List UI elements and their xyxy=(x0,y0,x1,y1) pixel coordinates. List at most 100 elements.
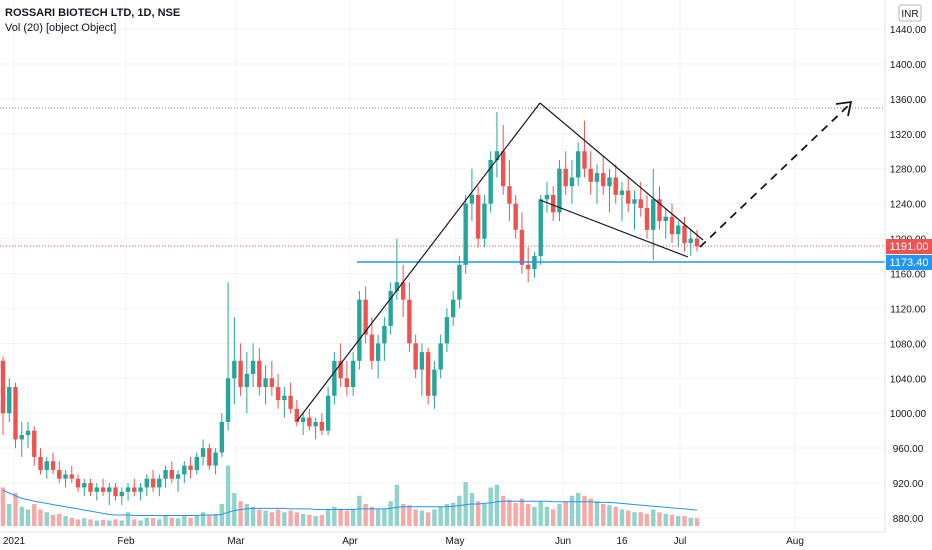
svg-text:1191.00: 1191.00 xyxy=(890,241,929,253)
volume-bars xyxy=(0,465,700,526)
volume-bar xyxy=(119,520,124,526)
candle-body xyxy=(513,203,518,230)
volume-bar xyxy=(463,482,468,526)
candle-body xyxy=(563,168,568,187)
y-tick-label: 960.00 xyxy=(893,444,924,455)
candle-body xyxy=(207,448,212,466)
candle-body xyxy=(300,417,306,422)
candle-body xyxy=(82,483,87,488)
candle-body xyxy=(607,177,612,187)
candle-body xyxy=(663,216,668,222)
y-tick-label: 1320.00 xyxy=(890,130,927,141)
volume-bar xyxy=(438,506,443,526)
candle-body xyxy=(113,487,118,497)
volume-bar xyxy=(488,487,493,526)
volume-bar xyxy=(682,516,687,526)
volume-bar xyxy=(313,516,318,526)
candle-body xyxy=(94,487,99,492)
candle-body xyxy=(619,190,625,195)
candle-body xyxy=(100,487,106,492)
candle-body xyxy=(7,387,12,414)
x-tick-label: Aug xyxy=(786,536,804,547)
candle-body xyxy=(407,299,412,344)
volume-bar xyxy=(413,509,418,526)
volume-bar xyxy=(50,515,56,526)
arrow-head-icon xyxy=(835,100,853,117)
y-tick-label: 1400.00 xyxy=(890,60,927,71)
trend-up-line xyxy=(296,102,541,422)
volume-bar xyxy=(513,502,518,526)
candle-body xyxy=(582,151,587,169)
candle-body xyxy=(188,465,193,470)
volume-bar xyxy=(357,495,362,526)
volume-bar xyxy=(338,509,343,526)
volume-bar xyxy=(257,509,262,526)
candle-body xyxy=(19,435,24,440)
candle-body xyxy=(644,208,650,230)
volume-bar xyxy=(444,504,450,526)
volume-bar xyxy=(582,495,587,526)
candle-body xyxy=(44,461,49,470)
candle-body xyxy=(225,378,231,422)
y-tick-label: 1000.00 xyxy=(890,409,927,420)
candle-body xyxy=(482,203,487,239)
symbol-title: ROSSARI BIOTECH LTD, 1D, NSE xyxy=(5,7,181,19)
volume-bar xyxy=(144,517,150,526)
volume-bar xyxy=(188,517,193,526)
candle-body xyxy=(307,417,312,427)
candle-body xyxy=(557,168,562,213)
volume-bar xyxy=(213,513,218,526)
candle-body xyxy=(57,469,62,479)
candle-body xyxy=(369,334,375,361)
candle-body xyxy=(288,395,293,409)
volume-bar xyxy=(250,506,256,526)
candle-body xyxy=(425,352,431,396)
volume-bar xyxy=(400,504,406,526)
x-tick-label: 16 xyxy=(616,536,628,547)
candle-body xyxy=(350,360,356,388)
candle-body xyxy=(626,190,631,204)
y-tick-label: 1040.00 xyxy=(890,374,927,385)
y-tick-label: 1120.00 xyxy=(890,304,926,315)
candle-body xyxy=(601,173,606,187)
volume-bar xyxy=(307,515,312,526)
y-tick-label: 1080.00 xyxy=(890,339,927,350)
volume-bar xyxy=(325,509,331,526)
volume-bar xyxy=(269,512,275,526)
volume-bar xyxy=(113,519,118,526)
volume-bar xyxy=(44,512,49,526)
candle-body xyxy=(450,299,456,318)
candle-body xyxy=(38,456,43,470)
candle-body xyxy=(588,168,593,182)
x-tick-label: 2021 xyxy=(3,536,26,547)
x-tick-label: Jun xyxy=(555,536,571,547)
x-tick-label: May xyxy=(446,536,465,547)
y-tick-label: 1240.00 xyxy=(890,200,927,211)
volume-bar xyxy=(694,518,700,526)
svg-text:1173.40: 1173.40 xyxy=(890,257,929,269)
candle-body xyxy=(232,360,237,379)
candle-body xyxy=(269,378,275,388)
volume-indicator-label: Vol (20) [object Object] xyxy=(5,22,117,34)
drawings xyxy=(0,100,885,422)
grid xyxy=(0,0,885,532)
candle-body xyxy=(613,177,618,195)
candle-body xyxy=(432,369,437,396)
volume-bar xyxy=(57,513,62,526)
support-price-tag: 1173.40 xyxy=(886,255,932,270)
volume-bar xyxy=(663,513,668,526)
y-tick-label: 920.00 xyxy=(893,479,924,490)
candle-body xyxy=(463,203,468,265)
volume-bar xyxy=(519,498,525,526)
candle-body xyxy=(657,199,662,222)
volume-bar xyxy=(644,513,650,526)
candle-body xyxy=(325,395,331,431)
volume-bar xyxy=(500,495,506,526)
volume-bar xyxy=(69,517,74,526)
volume-bar xyxy=(619,509,625,526)
volume-bar xyxy=(238,501,243,526)
y-tick-label: 1440.00 xyxy=(890,25,927,36)
x-tick-label: Mar xyxy=(227,536,245,547)
volume-bar xyxy=(475,501,481,526)
